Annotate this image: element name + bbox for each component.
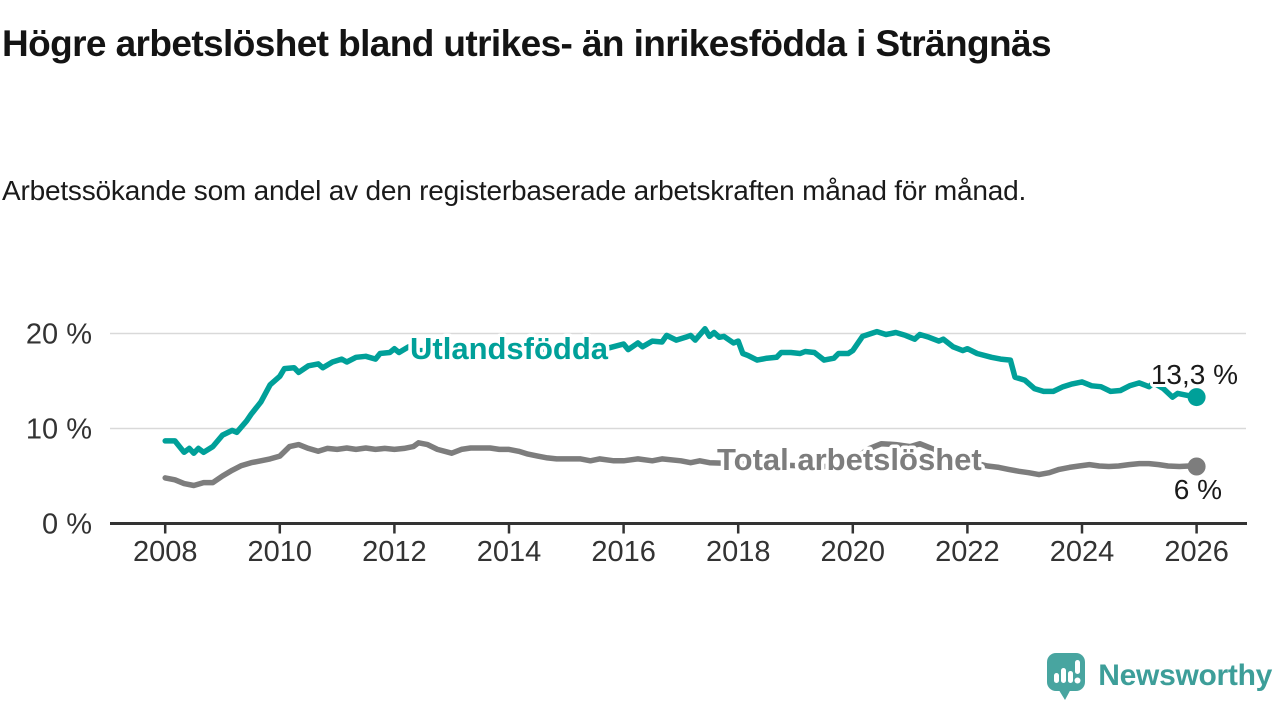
x-axis-tick-label: 2016 [591, 536, 656, 568]
newsworthy-logo-icon [1047, 653, 1086, 700]
x-axis-tick-label: 2022 [935, 536, 1000, 568]
series-end-dot-utlandsfodda [1187, 388, 1206, 407]
chart-subtitle: Arbetssökande som andel av den registerb… [2, 175, 1027, 206]
x-axis-tick-label: 2020 [821, 536, 886, 568]
series-line-total [162, 440, 1200, 489]
x-axis-tick-label: 2008 [133, 536, 198, 568]
x-axis-tick-label: 2010 [248, 536, 313, 568]
y-axis-tick-label: 20 % [26, 319, 92, 351]
logo-bar-1 [1054, 673, 1060, 683]
x-axis-tick-label: 2012 [362, 536, 427, 568]
logo-exclamation-bar [1075, 660, 1081, 674]
x-axis-tick-label: 2024 [1050, 536, 1115, 568]
series-label-utlandsfodda: Utlandsfödda [410, 331, 609, 366]
x-axis-tick-label: 2026 [1164, 536, 1229, 568]
newsworthy-logo-text: Newsworthy [1098, 659, 1272, 692]
logo-exclamation-dot [1074, 677, 1081, 684]
newsworthy-branding: Newsworthy [1044, 652, 1272, 700]
series-label-total: Total arbetslöshet [717, 442, 982, 477]
x-axis-tick-label: 2018 [706, 536, 771, 568]
logo-bar-3 [1068, 671, 1074, 683]
series-end-value-total: 6 % [1174, 474, 1222, 505]
series-line-utlandsfodda [162, 326, 1200, 456]
x-axis-tick-label: 2014 [477, 536, 542, 568]
logo-bubble-tail [1057, 687, 1073, 700]
series-end-value-utlandsfodda: 13,3 % [1151, 359, 1238, 390]
y-axis-tick-label: 10 % [26, 414, 92, 446]
logo-bar-2 [1061, 668, 1067, 683]
chart-title: Högre arbetslöshet bland utrikes- än inr… [2, 23, 1052, 64]
y-axis-tick-label: 0 % [42, 509, 92, 541]
series-end-dot-total [1187, 457, 1206, 476]
